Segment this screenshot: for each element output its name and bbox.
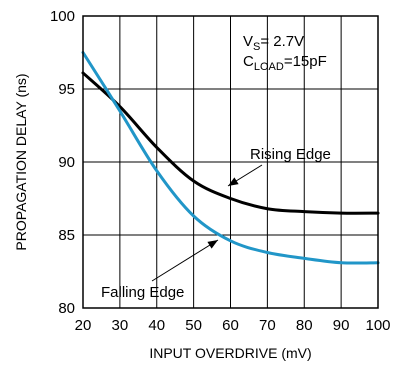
y-axis-title: PROPAGATION DELAY (ns): [13, 73, 29, 250]
plot-frame: [82, 15, 379, 309]
x-tick-label: 60: [222, 317, 239, 334]
x-tick-label: 40: [148, 317, 165, 334]
load-capacitance-annotation: CLOAD=15pF: [243, 53, 327, 73]
cload-subscript: LOAD: [254, 61, 284, 73]
series-layer: [81, 51, 380, 265]
y-tick-label: 95: [58, 81, 75, 98]
x-tick-label: 100: [365, 317, 390, 334]
x-tick-label: 90: [333, 317, 350, 334]
vs-subscript: S: [253, 41, 260, 53]
x-tick-label: 20: [75, 317, 92, 334]
y-tick-label: 90: [58, 154, 75, 171]
y-tick-label: 100: [50, 8, 75, 25]
cload-value: =15pF: [284, 53, 327, 70]
tick-labels: 20 30 40 50 60 70 80 90 100 80 85 90 95 100: [50, 8, 391, 334]
cload-main: C: [243, 53, 254, 70]
x-tick-label: 30: [112, 317, 129, 334]
supply-voltage-annotation: VS= 2.7V: [243, 33, 304, 53]
vs-value: = 2.7V: [260, 33, 304, 50]
grid-lines: [83, 16, 378, 308]
series-line-falling-edge: [81, 51, 380, 265]
x-axis-title: INPUT OVERDRIVE (mV): [149, 345, 311, 361]
y-tick-label: 85: [58, 227, 75, 244]
falling-edge-arrowhead: [207, 240, 218, 249]
x-tick-label: 50: [185, 317, 202, 334]
vs-main: V: [243, 33, 253, 50]
rising-edge-label: Rising Edge: [250, 146, 331, 163]
falling-edge-arrow: [151, 239, 219, 282]
y-tick-label: 80: [58, 300, 75, 317]
x-tick-label: 70: [259, 317, 276, 334]
rising-edge-arrowhead: [228, 177, 239, 186]
falling-edge-label: Falling Edge: [101, 284, 184, 301]
series-line-rising-edge: [81, 71, 380, 215]
x-tick-label: 80: [296, 317, 313, 334]
